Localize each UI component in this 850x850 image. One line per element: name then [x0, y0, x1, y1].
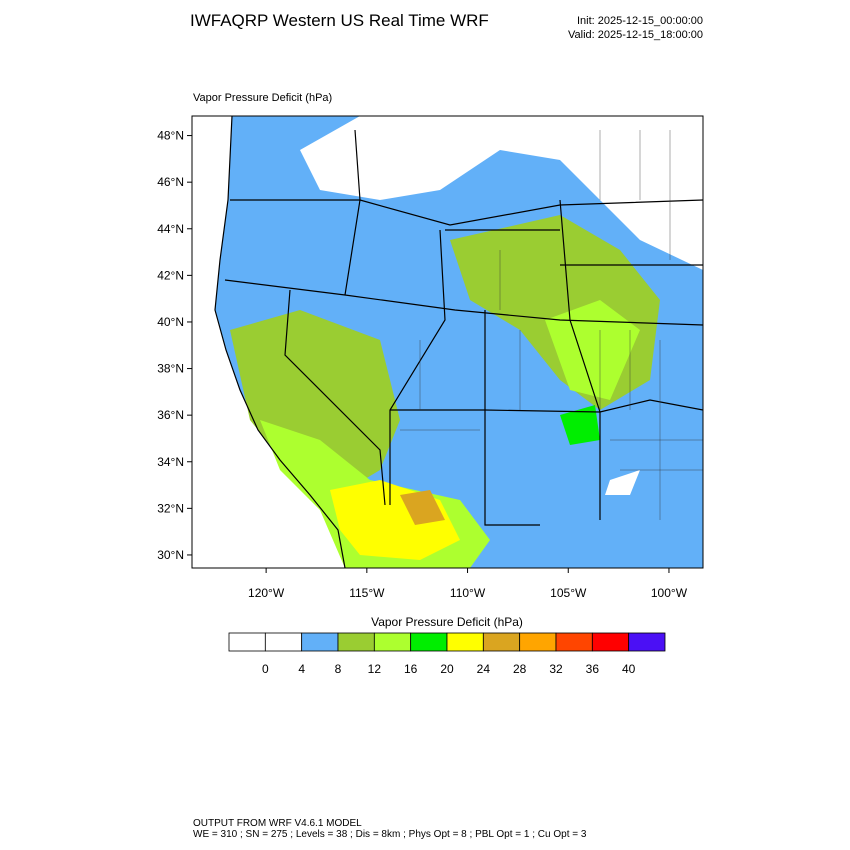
gold-arizona — [400, 490, 445, 525]
lime-colorado — [545, 300, 640, 400]
colorbar-label: 32 — [549, 662, 563, 676]
county-lines — [400, 130, 703, 520]
colorbar-label: 16 — [404, 662, 418, 676]
bright-green — [560, 405, 600, 445]
colorbar-box — [482, 632, 521, 652]
colorbar-box — [555, 632, 593, 652]
title: IWFAQRP Western US Real Time WRF — [190, 11, 489, 30]
init-time: Init: 2025-12-15_00:00:00 — [577, 15, 703, 27]
colorbar-box — [373, 632, 412, 652]
map-field — [192, 116, 703, 568]
colorbar-label: 36 — [586, 662, 600, 676]
axes: 120°W 115°W 110°W 105°W 100°W 30°N 32°N 34°N 36°… — [157, 129, 688, 600]
dry-north — [300, 116, 703, 270]
colorbar-label: 0 — [262, 662, 269, 676]
colorbar-title: Vapor Pressure Deficit (hPa) — [371, 615, 523, 629]
colorbar: 0 4 8 12 16 20 24 28 32 36 40 — [228, 632, 666, 676]
y-tick-label: 36°N — [157, 408, 184, 422]
colorbar-label: 4 — [298, 662, 305, 676]
colorbar-box — [337, 632, 375, 652]
colorbar-box — [264, 632, 303, 652]
boundaries — [214, 116, 703, 568]
valid-time: Valid: 2025-12-15_18:00:00 — [568, 29, 703, 41]
colorbar-box — [519, 632, 557, 652]
x-tick-label: 105°W — [550, 586, 587, 600]
y-tick-label: 46°N — [157, 175, 184, 189]
x-tick-label: 100°W — [651, 586, 688, 600]
y-tick-label: 44°N — [157, 222, 184, 236]
colorbar-box — [628, 632, 666, 652]
footer-line: OUTPUT FROM WRF V4.6.1 MODEL — [193, 818, 362, 829]
colorbar-label: 28 — [513, 662, 527, 676]
y-tick-label: 32°N — [157, 501, 184, 515]
map-frame — [191, 115, 704, 569]
colorbar-box — [446, 632, 484, 652]
footer-line: WE = 310 ; SN = 275 ; Levels = 38 ; Dis … — [193, 829, 587, 840]
colorbar-label: 8 — [335, 662, 342, 676]
colorbar-box — [228, 632, 266, 652]
y-tick-label: 30°N — [157, 548, 184, 562]
x-tick-label: 120°W — [248, 586, 285, 600]
colorbar-box — [410, 632, 448, 652]
y-tick-label: 48°N — [157, 129, 184, 143]
colorbar-label: 12 — [368, 662, 382, 676]
y-tick-label: 38°N — [157, 362, 184, 376]
colorbar-label: 20 — [440, 662, 454, 676]
x-tick-label: 110°W — [450, 586, 486, 600]
y-tick-label: 40°N — [157, 315, 184, 329]
x-tick-label: 115°W — [349, 586, 385, 600]
map-title: Vapor Pressure Deficit (hPa) — [193, 92, 332, 104]
colorbar-box — [301, 632, 339, 652]
white-patch — [605, 470, 640, 495]
colorbar-box — [591, 632, 630, 652]
green-basin — [230, 310, 400, 500]
colorbar-label: 40 — [622, 662, 636, 676]
y-tick-label: 42°N — [157, 268, 184, 282]
colorbar-label: 24 — [477, 662, 491, 676]
y-tick-label: 34°N — [157, 455, 184, 469]
